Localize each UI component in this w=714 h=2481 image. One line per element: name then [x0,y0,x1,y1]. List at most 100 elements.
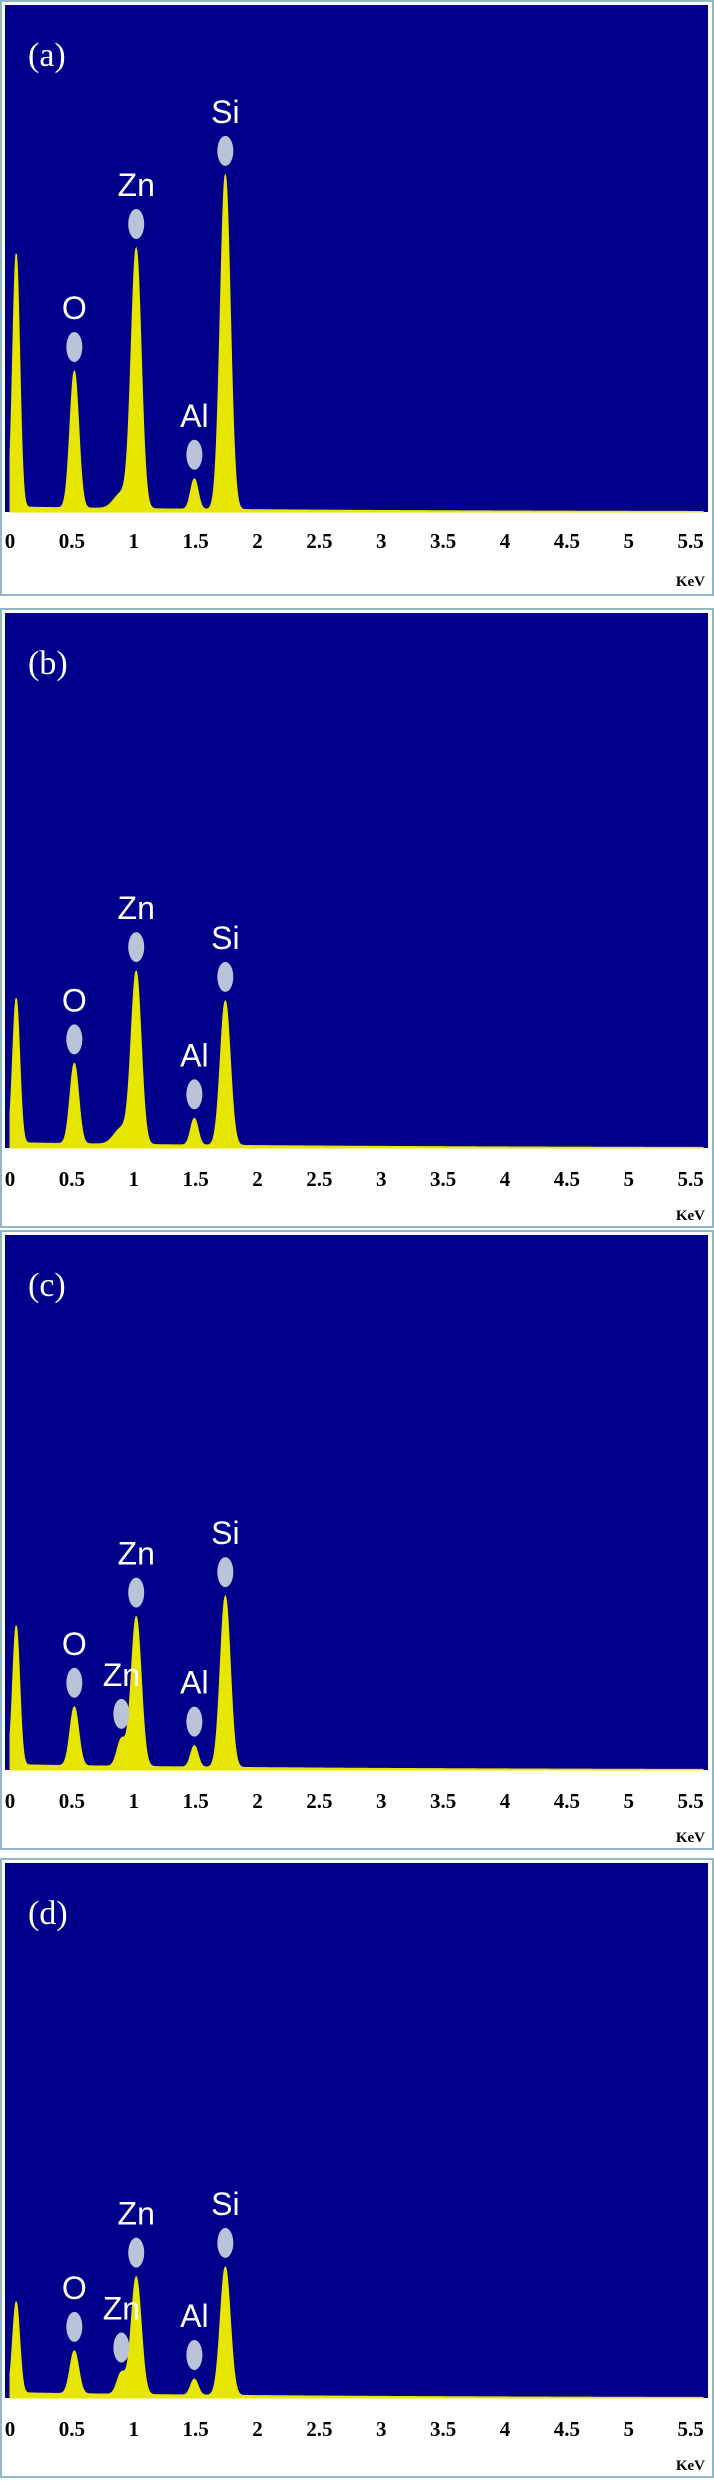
panel-label: (b) [28,645,68,682]
x-tick-label: 2 [252,1789,263,1813]
x-tick-label: 4 [500,1167,511,1191]
spectrum-area [9,1595,704,1771]
x-axis-label: KeV [676,1208,705,1224]
x-axis-label: KeV [676,1830,705,1846]
peak-marker [128,932,145,963]
x-tick-label: 2 [252,529,263,553]
peak-marker [66,2311,83,2342]
x-tick-label: 3 [376,529,387,553]
x-tick-label: 5 [624,1789,635,1813]
peak-marker [66,1024,83,1055]
peak-marker [128,209,145,240]
peak-marker [128,1577,145,1608]
peak-label: Si [211,94,239,130]
x-tick-label: 5.5 [678,2417,704,2441]
x-tick-label: 5.5 [678,1167,704,1191]
x-tick-label: 0.5 [59,529,85,553]
peak-label: Zn [103,2291,140,2327]
peak-marker [66,1667,83,1698]
x-tick-label: 2.5 [306,1789,332,1813]
panel-frame [0,1230,714,1850]
peak-label: O [62,1626,87,1662]
peak-label: Zn [118,167,155,203]
eds-spectrum-c: O Zn Zn Al Si (c) 0 0.5 1 1.5 2 2.5 3 3.5 4 4.5 5 5.5 KeV [0,1230,714,1850]
x-tick-label: 4.5 [554,529,580,553]
spectrum-area [9,970,704,1149]
spectrum-area [9,173,704,513]
x-tick-label: 4.5 [554,1167,580,1191]
x-tick-label: 0.5 [59,2417,85,2441]
peak-marker [113,2332,130,2363]
x-tick-label: 4 [500,529,511,553]
x-tick-label: 4.5 [554,1789,580,1813]
x-tick-label: 1.5 [183,529,209,553]
x-tick-label: 5 [624,529,635,553]
x-tick-label: 4 [500,1789,511,1813]
peak-marker [217,1557,234,1588]
x-tick-label: 1.5 [183,1789,209,1813]
peak-marker [66,331,83,362]
eds-spectrum-a: O Zn Al Si (a) 0 0.5 1 1.5 2 2.5 3 3.5 4 4.5 5 5.5 KeV [0,0,714,596]
peak-label: O [62,290,87,326]
x-tick-label: 5 [624,2417,635,2441]
x-tick-label: 1.5 [183,1167,209,1191]
peak-label: Zn [118,890,155,926]
peak-marker [186,1079,203,1110]
eds-spectrum-d: O Zn Zn Al Si (d) 0 0.5 1 1.5 2 2.5 3 3.5 4 4.5 5 5.5 KeV [0,1858,714,2478]
x-tick-label: 1 [129,1789,140,1813]
x-tick-label: 2.5 [306,2417,332,2441]
x-tick-label: 3.5 [430,2417,456,2441]
x-tick-label: 0.5 [59,1789,85,1813]
x-tick-label: 1 [129,1167,140,1191]
plot-background [5,1863,708,2398]
x-tick-label: 3 [376,1789,387,1813]
peak-label: O [62,982,87,1018]
peak-label: Zn [118,1536,155,1572]
panel-frame [0,0,714,596]
peak-marker [217,961,234,992]
peak-label: Al [180,398,208,434]
peak-marker [217,135,234,166]
eds-panel-b: O Zn Al Si (b) 0 0.5 1 1.5 2 2.5 3 3.5 4 4.5 5 5.5 KeV [0,608,714,1228]
x-tick-label: 3.5 [430,1167,456,1191]
peak-label: Al [180,1665,208,1701]
x-axis-label: KeV [676,574,705,590]
panel-frame [0,608,714,1228]
peak-marker [186,439,203,470]
peak-label: Zn [118,2196,155,2232]
peak-label: Al [180,1037,208,1073]
x-tick-label: 4 [500,2417,511,2441]
x-tick-label: 0 [5,2417,16,2441]
x-tick-label: 5.5 [678,529,704,553]
x-tick-label: 0 [5,529,16,553]
peak-marker [186,1706,203,1737]
x-tick-label: 1 [129,529,140,553]
x-tick-label: 3.5 [430,1789,456,1813]
peak-label: Zn [103,1657,140,1693]
x-tick-label: 4.5 [554,2417,580,2441]
spectrum-area [9,2266,704,2399]
panel-label: (c) [28,1267,66,1304]
peak-label: Si [211,2186,239,2222]
x-tick-label: 2 [252,2417,263,2441]
x-tick-label: 1.5 [183,2417,209,2441]
x-tick-label: 0.5 [59,1167,85,1191]
plot-background [5,5,708,512]
peak-marker [128,2237,145,2268]
x-tick-label: 3 [376,2417,387,2441]
panel-label: (d) [28,1895,68,1932]
x-axis-label: KeV [676,2458,705,2474]
plot-background [5,1235,708,1770]
eds-spectrum-b: O Zn Al Si (b) 0 0.5 1 1.5 2 2.5 3 3.5 4 4.5 5 5.5 KeV [0,608,714,1228]
x-tick-label: 3 [376,1167,387,1191]
x-tick-label: 0 [5,1789,16,1813]
peak-marker [113,1698,130,1729]
eds-panel-a: O Zn Al Si (a) 0 0.5 1 1.5 2 2.5 3 3.5 4 4.5 5 5.5 KeV [0,0,714,620]
peak-label: Si [211,1515,239,1551]
peak-marker [217,2227,234,2258]
peak-label: Al [180,2298,208,2334]
x-tick-label: 2.5 [306,529,332,553]
peak-label: Si [211,920,239,956]
plot-background [5,613,708,1148]
x-tick-label: 5.5 [678,1789,704,1813]
